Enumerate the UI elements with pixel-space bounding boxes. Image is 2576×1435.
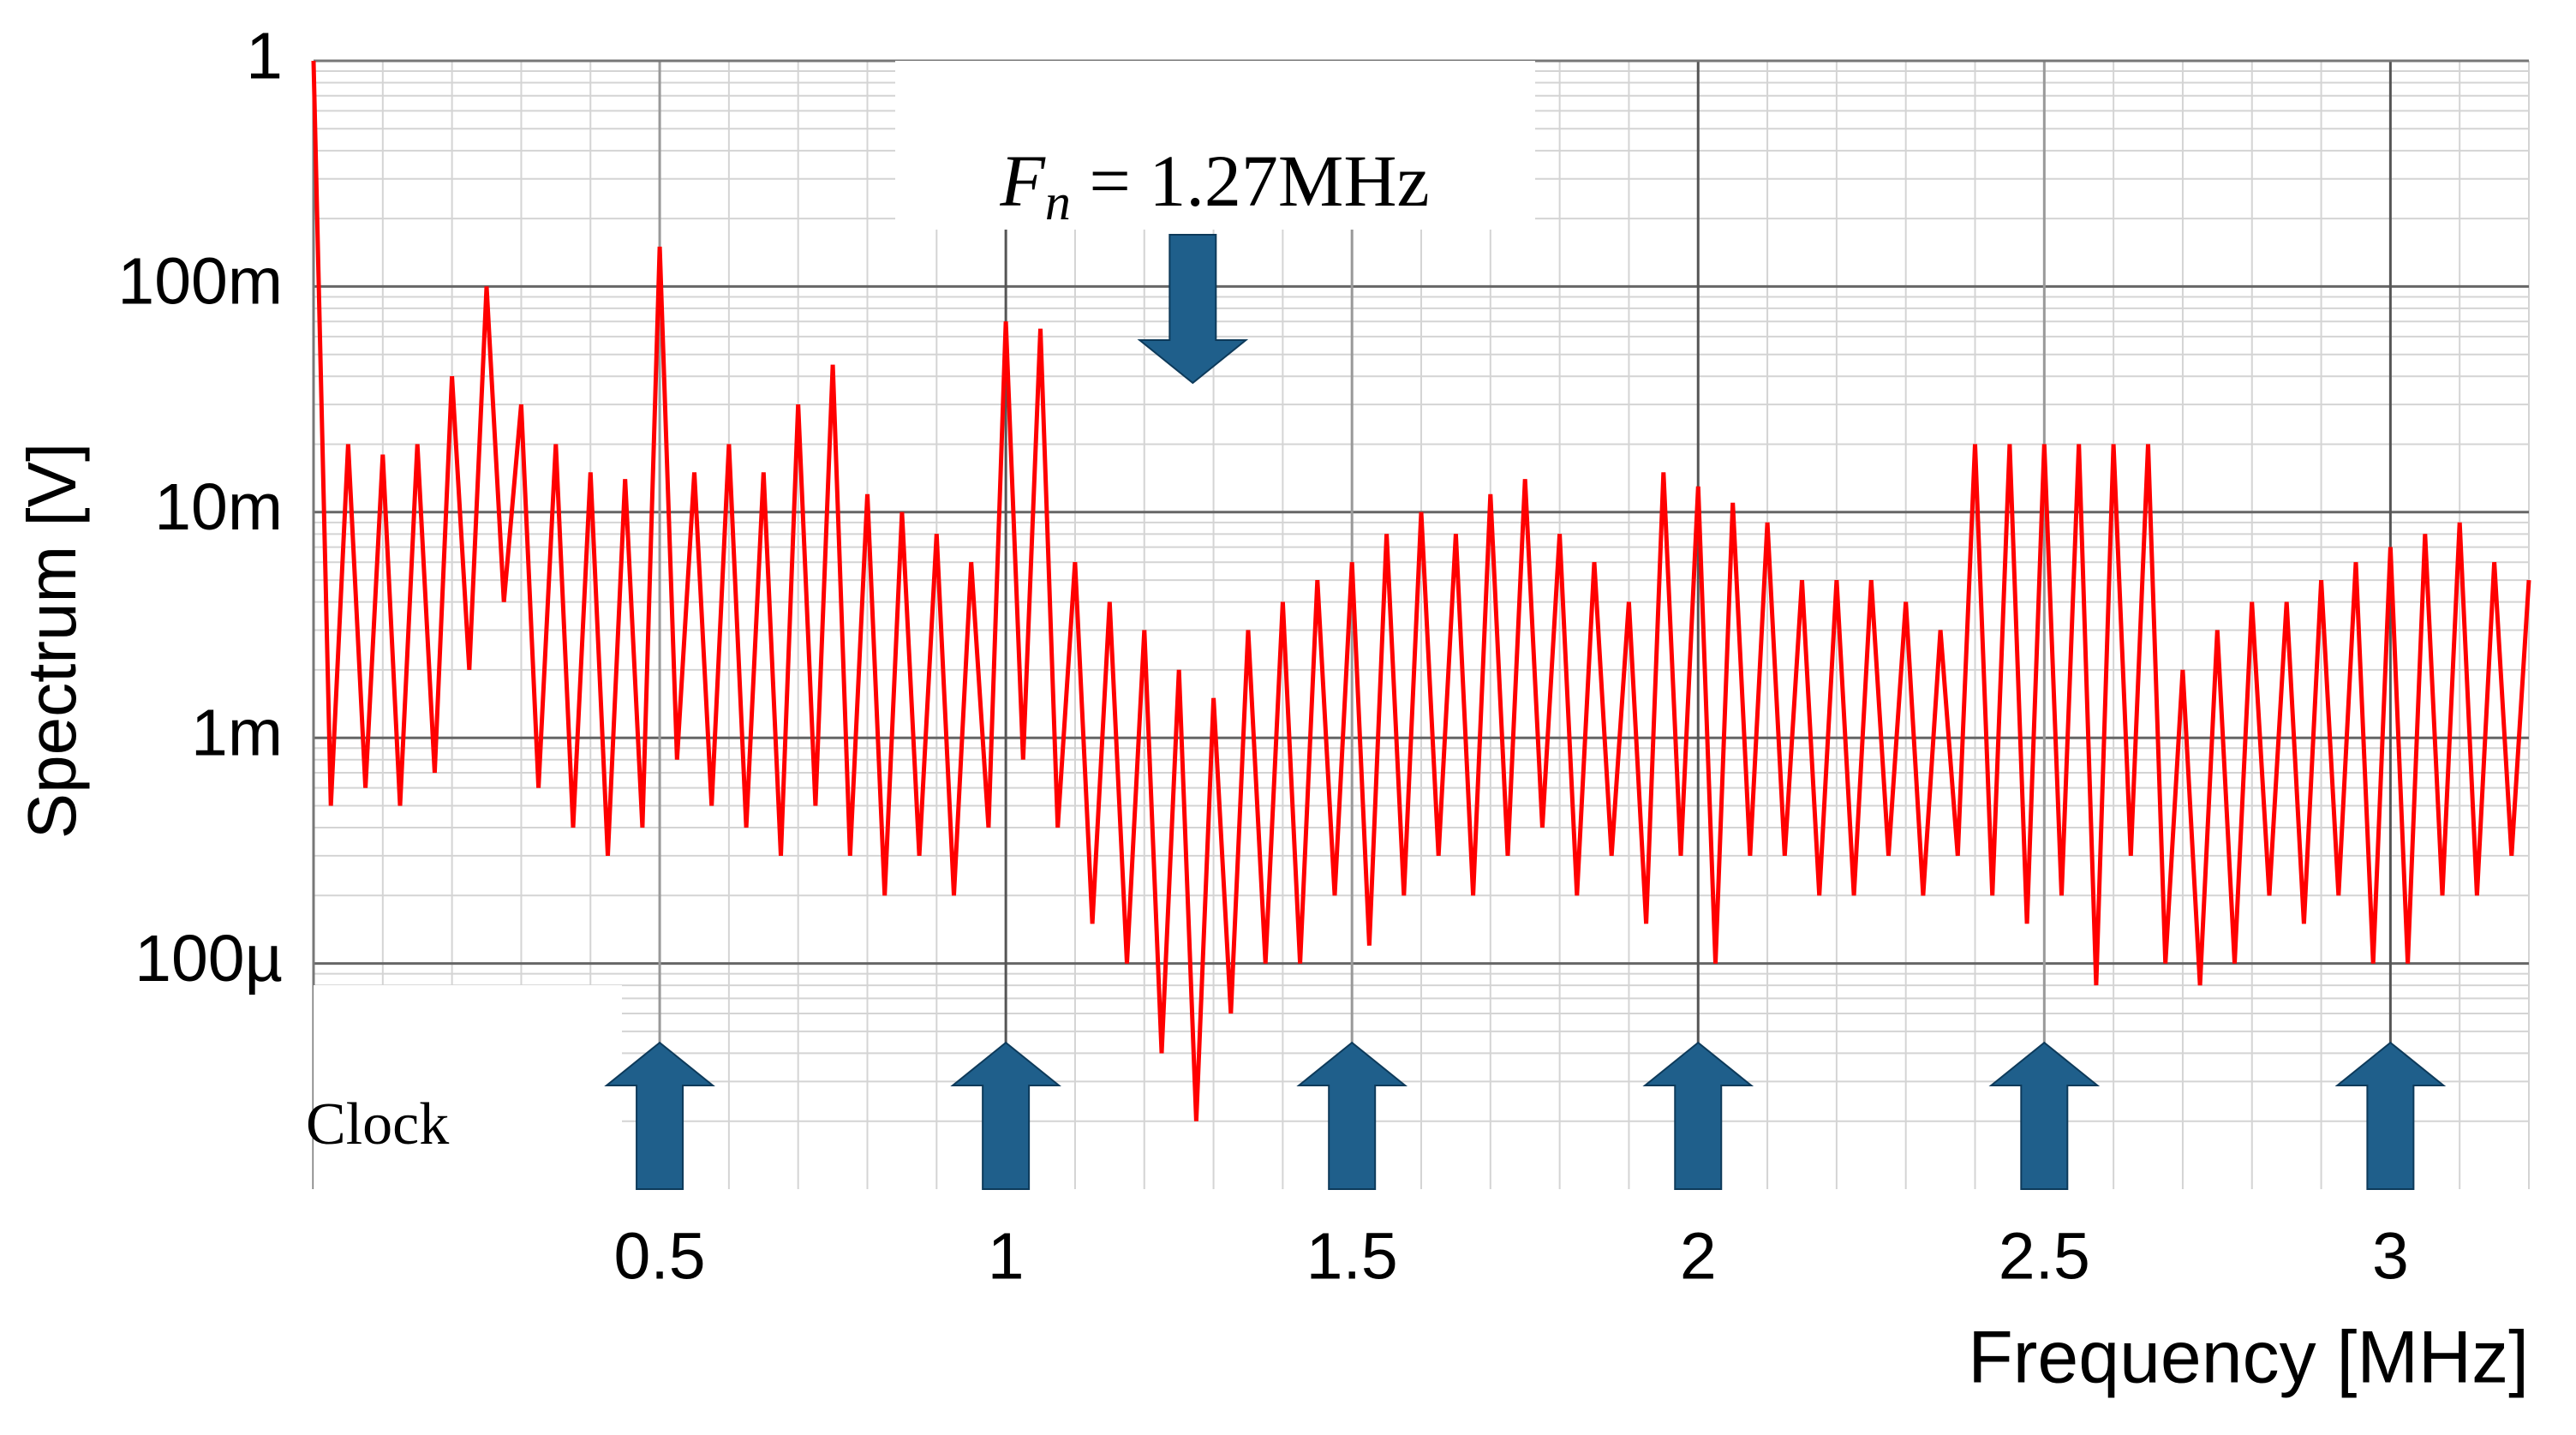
y-tick-label: 100µ xyxy=(134,922,283,996)
annotation-box xyxy=(895,61,1535,230)
fn-annotation: Fn = 1.27MHz xyxy=(999,140,1429,230)
spectrum-line xyxy=(311,60,2531,1121)
fn-subscript: n xyxy=(1045,174,1071,230)
fn-text: = 1.27MHz xyxy=(1071,140,1430,222)
arrow xyxy=(604,1041,715,1190)
x-tick-label: 1.5 xyxy=(1306,1219,1398,1293)
x-tick-label: 0.5 xyxy=(614,1219,706,1293)
fn-symbol: F xyxy=(999,140,1046,222)
arrow xyxy=(1642,1041,1754,1190)
arrow xyxy=(1137,234,1249,385)
x-tick-label: 2.5 xyxy=(1999,1219,2090,1293)
arrow xyxy=(1988,1041,2101,1190)
annotation-box xyxy=(314,985,622,1189)
y-axis-title: Spectrum [V] xyxy=(14,443,90,839)
clock-label: Clock xyxy=(306,1091,449,1157)
x-tick-label: 3 xyxy=(2372,1219,2409,1293)
y-tick-label: 1 xyxy=(246,19,283,93)
arrow xyxy=(950,1041,1061,1190)
x-tick-label: 2 xyxy=(1680,1219,1717,1293)
arrow xyxy=(1296,1041,1408,1190)
y-tick-label: 1m xyxy=(191,697,283,770)
y-tick-label: 100m xyxy=(117,245,283,319)
y-tick-label: 10m xyxy=(154,470,283,544)
x-tick-label: 1 xyxy=(988,1219,1025,1293)
arrow xyxy=(2334,1041,2447,1190)
x-axis-title: Frequency [MHz] xyxy=(1968,1317,2529,1399)
